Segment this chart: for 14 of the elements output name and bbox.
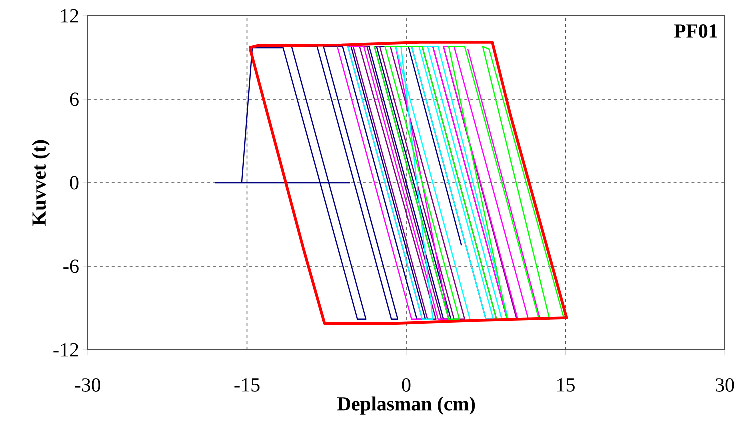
y-tick-label: -6 xyxy=(64,260,79,274)
x-tick-label: 30 xyxy=(716,378,734,392)
y-tick-label: 0 xyxy=(70,176,79,190)
x-tick-label: -30 xyxy=(75,378,101,392)
x-tick-label: -15 xyxy=(234,378,260,392)
line-series xyxy=(248,41,568,325)
y-tick-label: -12 xyxy=(54,343,78,357)
x-axis-title: Deplasman (cm) xyxy=(337,396,476,415)
y-tick-label: 12 xyxy=(61,9,78,23)
y-tick-label: 6 xyxy=(70,92,79,106)
y-axis-title: Kuvvet (t) xyxy=(32,140,50,226)
annotation: PF01 xyxy=(674,24,718,38)
x-tick-label: 15 xyxy=(558,378,575,392)
x-tick-label: 0 xyxy=(402,378,411,392)
